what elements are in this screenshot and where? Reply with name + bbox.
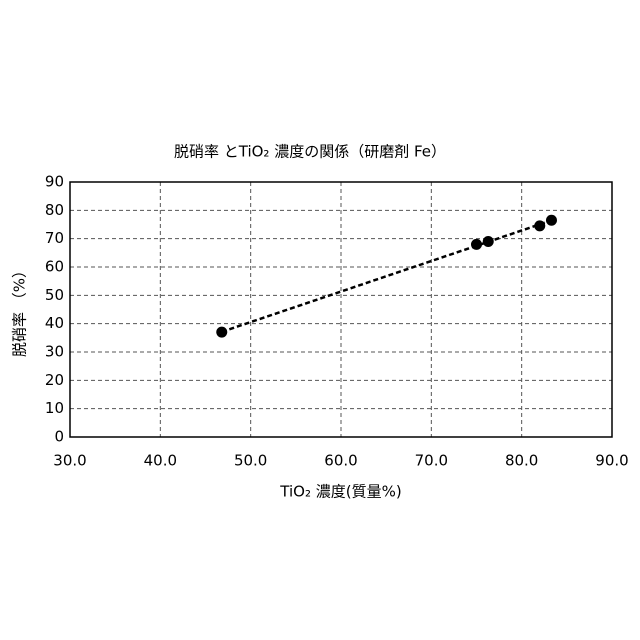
trend-line [222,220,552,331]
x-tick-label: 80.0 [505,452,538,470]
y-tick-label: 30 [45,343,64,361]
point [546,215,557,226]
y-tick-label: 10 [45,399,64,417]
y-tick-label: 0 [54,428,64,446]
x-tick-label: 60.0 [324,452,357,470]
x-tick-label: 50.0 [234,452,267,470]
y-tick-label: 70 [45,229,64,247]
point [534,220,545,231]
point [471,239,482,250]
y-tick-label: 20 [45,371,64,389]
y-tick-label: 40 [45,314,64,332]
x-axis-label: TiO₂ 濃度(質量%) [279,483,401,501]
y-axis-label: 脱硝率 （%） [11,263,29,357]
x-tick-label: 30.0 [53,452,86,470]
x-tick-label: 40.0 [144,452,177,470]
x-tick-label: 90.0 [595,452,628,470]
y-tick-label: 90 [45,173,64,191]
y-tick-label: 80 [45,201,64,219]
x-tick-label: 70.0 [415,452,448,470]
point [216,327,227,338]
point [483,236,494,247]
chart-title: 脱硝率 とTiO₂ 濃度の関係（研磨剤 Fe） [174,143,446,161]
chart: 脱硝率 とTiO₂ 濃度の関係（研磨剤 Fe） TiO₂ 濃度(質量%) 脱硝率… [0,0,640,640]
y-tick-label: 60 [45,258,64,276]
y-tick-label: 50 [45,286,64,304]
